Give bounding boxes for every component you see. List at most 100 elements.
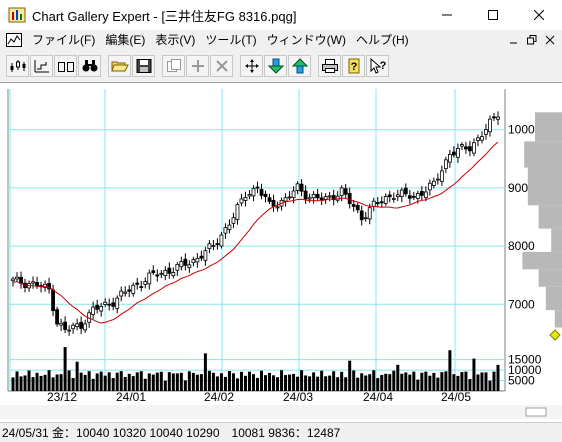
volume-bar	[408, 374, 412, 391]
candle-body	[263, 193, 268, 198]
price-tick-label: 10000	[508, 123, 542, 137]
volume-bar	[51, 377, 55, 391]
menu-help[interactable]: ヘルプ(H)	[355, 33, 409, 47]
volume-profile-bar	[545, 286, 562, 311]
candle-body	[95, 304, 100, 310]
scroll-thumb	[525, 407, 547, 417]
volume-bar	[332, 371, 336, 391]
volume-bar	[424, 371, 428, 391]
volume-bar	[420, 372, 424, 391]
candle-body	[191, 259, 196, 264]
candle-body	[411, 195, 416, 198]
close-button[interactable]	[516, 0, 562, 30]
save-button[interactable]	[132, 55, 155, 77]
upload-button[interactable]	[288, 55, 311, 77]
volume-bar	[368, 374, 372, 391]
candle-body	[371, 200, 376, 207]
month-tick-label: 24/04	[363, 390, 393, 404]
volume-bar	[484, 372, 488, 391]
volume-bar	[388, 374, 392, 391]
volume-bar	[243, 375, 247, 391]
volume-bar	[75, 361, 79, 391]
volume-bar	[396, 364, 400, 391]
candle-body	[71, 324, 76, 330]
candle-body	[351, 204, 356, 207]
candle-body	[431, 180, 436, 186]
volume-bar	[107, 372, 111, 391]
move-button[interactable]	[240, 55, 263, 77]
candle-body	[339, 187, 344, 197]
candle-body	[403, 187, 408, 195]
candle-body	[75, 323, 80, 328]
volume-bar	[472, 358, 476, 391]
mdi-close-button[interactable]	[542, 33, 558, 47]
volume-bar	[276, 377, 280, 391]
candle-body	[147, 272, 152, 285]
volume-bar	[448, 350, 452, 391]
line-chart-button[interactable]	[30, 55, 53, 77]
volume-bar	[452, 374, 456, 391]
candle-body	[343, 188, 348, 195]
candle-body	[419, 190, 424, 196]
candle-body	[155, 274, 160, 277]
volume-bar	[496, 364, 500, 391]
month-tick-label: 24/03	[283, 390, 313, 404]
menu-view[interactable]: 表示(V)	[155, 33, 196, 47]
candle-body	[199, 255, 204, 259]
volume-bar	[376, 378, 380, 391]
candle-body	[299, 183, 304, 192]
volume-bar	[43, 374, 47, 391]
mdi-minimize-button[interactable]	[506, 33, 522, 47]
month-tick-label: 24/05	[441, 390, 471, 404]
menu-file[interactable]: ファイル(F)	[32, 33, 96, 47]
document-icon[interactable]	[6, 33, 22, 47]
volume-bar	[83, 374, 87, 391]
maximize-button[interactable]	[470, 0, 516, 30]
volume-bar	[304, 375, 308, 391]
add-icon	[191, 60, 204, 72]
download-button[interactable]	[264, 55, 287, 77]
help-button[interactable]: ?	[342, 55, 365, 77]
candle-body	[83, 323, 88, 331]
volume-profile-bar	[538, 205, 562, 229]
mdi-restore-button[interactable]	[524, 33, 540, 47]
context-help-icon: ?	[370, 58, 386, 74]
candle-body	[468, 146, 472, 152]
menu-tools[interactable]: ツール(T)	[205, 33, 257, 47]
candle-body	[239, 198, 244, 204]
volume-bar	[191, 372, 195, 391]
context-help-button[interactable]: ?	[366, 55, 389, 77]
volume-bar	[344, 377, 348, 391]
bar-chart-button[interactable]	[54, 55, 77, 77]
candle-body	[355, 205, 360, 211]
candle-body	[195, 257, 200, 263]
volume-bar	[95, 373, 99, 391]
add-button[interactable]	[186, 55, 209, 77]
app-icon[interactable]	[8, 6, 26, 24]
menu-window[interactable]: ウィンドウ(W)	[266, 33, 346, 47]
chart-area[interactable]: 10000 9000 8000 7000 15000 10000 5000 23/12 24/0…	[0, 82, 562, 422]
print-button[interactable]	[318, 55, 341, 77]
volume-bar	[404, 372, 408, 391]
open-button[interactable]	[108, 55, 131, 77]
candle-body	[363, 217, 368, 220]
menu-edit[interactable]: 編集(E)	[105, 33, 146, 47]
volume-bar	[67, 370, 71, 391]
volume-bar	[187, 371, 191, 391]
candle-body	[367, 207, 372, 220]
candle-body	[303, 190, 308, 200]
minimize-button[interactable]	[424, 0, 470, 30]
candlestick-chart-button[interactable]	[6, 55, 29, 77]
volume-bar	[444, 371, 448, 391]
candle-body	[287, 196, 292, 199]
volume-bar	[119, 371, 123, 391]
copy-button[interactable]	[162, 55, 185, 77]
candle-body	[167, 267, 172, 274]
search-button[interactable]	[78, 55, 101, 77]
candle-body	[115, 297, 120, 309]
candle-body	[259, 188, 264, 196]
candle-body	[215, 243, 220, 246]
delete-button[interactable]	[210, 55, 233, 77]
volume-bar	[199, 374, 203, 391]
